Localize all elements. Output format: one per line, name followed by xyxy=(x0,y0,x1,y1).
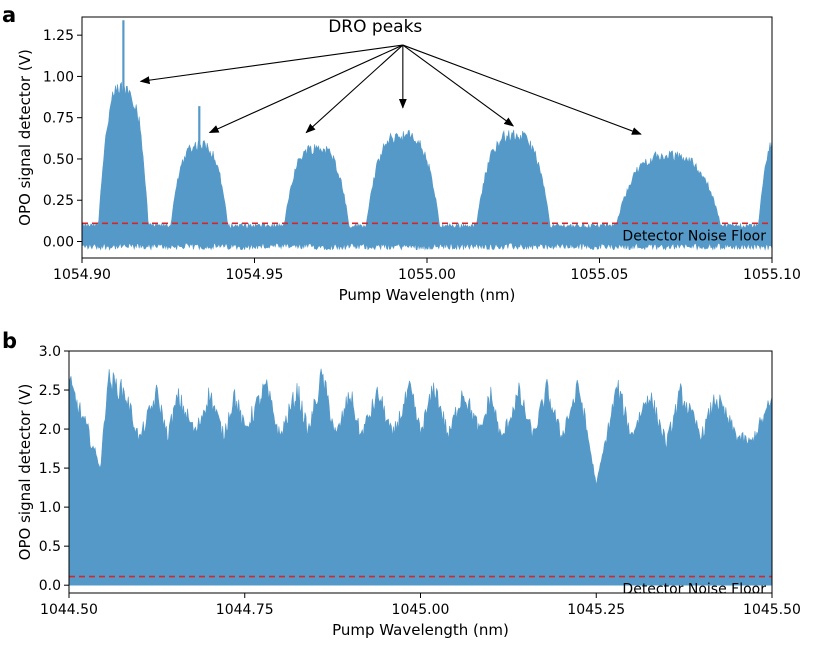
y-axis-label: OPO signal detector (V) xyxy=(16,384,34,561)
y-tick-label: 2.5 xyxy=(39,383,61,399)
annotation-arrow-4 xyxy=(402,44,515,127)
signal-area-series xyxy=(69,368,772,586)
y-tick-label: 0.50 xyxy=(43,152,74,168)
y-tick-label: 1.25 xyxy=(43,28,74,44)
panel-letter-b: b xyxy=(2,329,17,353)
signal-area-series xyxy=(82,81,772,251)
y-tick-label: 1.00 xyxy=(43,69,74,85)
x-tick-label: 1044.75 xyxy=(216,602,274,618)
y-tick-label: 0.0 xyxy=(39,578,61,594)
x-axis-label: Pump Wavelength (nm) xyxy=(332,621,509,639)
y-tick-label: 1.0 xyxy=(39,500,61,516)
x-tick-label: 1055.10 xyxy=(743,267,801,283)
y-tick-label: 2.0 xyxy=(39,422,61,438)
panel-b-chart: Detector Noise Floor 1044.50 1044.75 1045.0… xyxy=(16,344,801,639)
annotation-arrow-5 xyxy=(402,44,642,135)
panel-letter-a: a xyxy=(2,3,16,27)
x-tick-label: 1054.90 xyxy=(53,267,111,283)
x-tick-label: 1055.00 xyxy=(398,267,456,283)
panel-a-chart: Detector Noise Floor 1054.90 1054.95 1055.0… xyxy=(16,16,801,304)
x-axis-label: Pump Wavelength (nm) xyxy=(339,286,516,304)
y-tick-label: 0.00 xyxy=(43,234,74,250)
y-tick-label: 3.0 xyxy=(39,344,61,360)
y-axis-label: OPO signal detector (V) xyxy=(16,49,34,226)
noise-floor-label: Detector Noise Floor xyxy=(622,582,766,598)
annotation-arrow-1 xyxy=(208,44,404,134)
y-tick-label: 1.5 xyxy=(39,461,61,477)
y-tick-label: 0.75 xyxy=(43,111,74,127)
x-tick-label: 1045.50 xyxy=(743,602,801,618)
annotation-arrow-2 xyxy=(305,44,404,134)
y-tick-label: 0.5 xyxy=(39,539,61,555)
y-tick-label: 0.25 xyxy=(43,193,74,209)
noise-floor-label: Detector Noise Floor xyxy=(622,228,766,244)
dro-peaks-annotation: DRO peaks xyxy=(328,17,422,37)
x-tick-label: 1045.25 xyxy=(567,602,625,618)
annotation-arrow-0 xyxy=(139,44,403,85)
x-tick-label: 1045.00 xyxy=(392,602,450,618)
x-tick-label: 1054.95 xyxy=(226,267,284,283)
x-tick-label: 1044.50 xyxy=(40,602,98,618)
x-tick-label: 1055.05 xyxy=(571,267,629,283)
